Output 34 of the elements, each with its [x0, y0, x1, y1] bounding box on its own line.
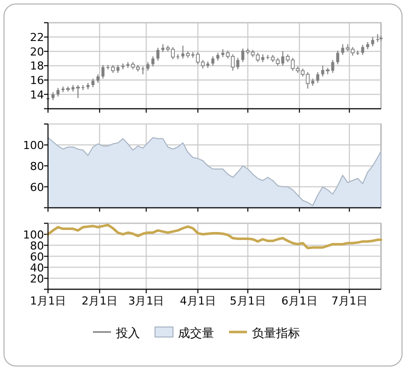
- candlestick: [236, 57, 240, 70]
- candlestick: [156, 47, 160, 62]
- x-tick-label: 4月1日: [180, 294, 216, 308]
- y-tick-label: 22: [30, 31, 44, 44]
- candlestick: [151, 56, 154, 67]
- x-tick-label: 1月1日: [30, 294, 66, 308]
- y-tick-label: 18: [30, 60, 44, 73]
- y-tick-label: 20: [30, 45, 44, 58]
- candlestick: [361, 44, 364, 56]
- y-tick-label: 100: [23, 228, 44, 242]
- x-tick-label: 2月1日: [82, 294, 118, 308]
- candlestick: [321, 65, 324, 77]
- candlestick: [341, 44, 344, 56]
- y-tick-label: 80: [30, 239, 44, 252]
- candlestick: [316, 72, 320, 84]
- legend-label: 成交量: [178, 326, 214, 340]
- candlestick: [336, 50, 340, 65]
- x-tick-label: 6月1日: [281, 294, 318, 308]
- y-tick-label: 60: [30, 250, 44, 264]
- candlestick: [101, 64, 104, 80]
- y-tick-label: 14: [30, 88, 44, 102]
- y-tick-label: 80: [30, 160, 44, 173]
- x-tick-label: 5月1日: [230, 294, 266, 308]
- y-tick-label: 100: [23, 138, 44, 152]
- y-tick-label: 16: [30, 74, 44, 88]
- y-tick-label: 20: [30, 272, 44, 286]
- legend-label: 负量指标: [252, 326, 300, 340]
- x-tick-label: 7月1日: [331, 294, 368, 308]
- candlestick: [371, 36, 374, 47]
- y-tick-label: 60: [30, 180, 44, 194]
- candlestick: [211, 56, 214, 66]
- legend-label: 投入: [115, 326, 140, 340]
- y-tick-label: 40: [30, 261, 44, 274]
- x-tick-label: 3月1日: [128, 294, 164, 308]
